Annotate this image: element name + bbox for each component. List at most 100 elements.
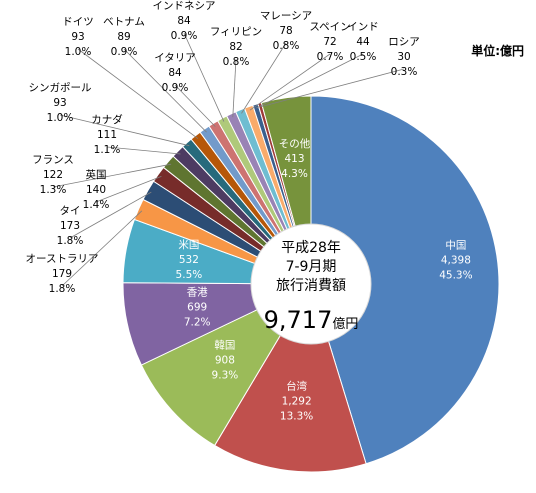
center-label: 平成28年 7-9月期 旅行消費額 9,717億円: [264, 240, 359, 334]
slice-label-ベトナム: ベトナム 89 0.9%: [103, 16, 145, 58]
slice-label-value: 173: [60, 220, 80, 232]
slice-label-name: 台湾: [286, 380, 307, 393]
slice-label-value: 78: [279, 25, 292, 37]
slice-label-pct: 1.4%: [83, 199, 110, 211]
center-total-value: 9,717: [264, 306, 333, 334]
slice-label-台湾: 台湾 1,292 13.3%: [280, 380, 313, 423]
slice-label-name: 香港: [187, 286, 208, 298]
slice-label-name: その他: [279, 137, 311, 150]
slice-label-name: インド: [347, 21, 379, 33]
slice-label-value: 122: [43, 169, 63, 181]
slice-label-pct: 0.8%: [273, 40, 300, 52]
center-total-unit: 億円: [332, 316, 358, 332]
center-line-2: 7-9月期: [286, 259, 337, 275]
leader-line-フィリピン: [232, 58, 237, 118]
leader-line-フランス: [52, 163, 172, 188]
leader-line-シンガポール: [59, 114, 190, 147]
slice-label-カナダ: カナダ 111 1.1%: [91, 113, 123, 156]
slice-label-pct: 9.3%: [212, 370, 239, 382]
slice-label-インドネシア: インドネシア 84 0.9%: [153, 0, 216, 42]
slice-label-value: 111: [97, 129, 117, 141]
slice-label-pct: 0.9%: [111, 46, 138, 58]
leader-line-マレーシア: [241, 42, 287, 114]
slice-label-香港: 香港 699 7.2%: [184, 286, 211, 328]
slice-label-name: 韓国: [214, 340, 235, 352]
slice-label-value: 93: [71, 31, 84, 43]
slice-label-name: ベトナム: [103, 16, 145, 28]
slice-label-pct: 0.3%: [391, 66, 418, 78]
slice-label-name: 英国: [86, 168, 107, 181]
center-line-3: 旅行消費額: [276, 278, 346, 294]
slice-中国: [310, 95, 500, 465]
slice-label-name: ドイツ: [62, 16, 94, 28]
slice-label-value: 30: [397, 51, 410, 63]
leader-line-スペイン: [249, 53, 331, 111]
leader-line-イタリア: [174, 84, 216, 127]
slice-label-ロシア: ロシア 30 0.3%: [388, 36, 420, 78]
slice-label-value: 699: [187, 301, 207, 313]
leader-line-オーストラリア: [61, 210, 143, 287]
slice-label-シンガポール: シンガポール 93 1.0%: [29, 82, 92, 124]
slice-label-pct: 1.0%: [47, 112, 74, 124]
slice-label-マレーシア: マレーシア 78 0.8%: [260, 10, 312, 52]
slice-label-name: フランス: [32, 154, 74, 166]
slice-label-pct: 1.8%: [57, 235, 84, 247]
slice-label-name: オーストラリア: [26, 253, 99, 265]
center-line-1: 平成28年: [281, 240, 341, 256]
slice-label-name: ロシア: [388, 36, 420, 48]
slice-label-pct: 0.9%: [162, 82, 189, 94]
leader-line-タイ: [69, 191, 152, 239]
slice-label-name: 米国: [178, 238, 199, 251]
unit-label: 単位:億円: [471, 44, 524, 58]
slice-label-pct: 4.3%: [281, 168, 308, 180]
slice-label-pct: 1.1%: [94, 144, 121, 156]
leader-line-ベトナム: [123, 48, 207, 133]
slice-label-フィリピン: フィリピン 82 0.8%: [210, 26, 262, 68]
slice-label-name: マレーシア: [260, 10, 312, 22]
slice-label-イタリア: イタリア 84 0.9%: [154, 52, 196, 94]
center-total: 9,717億円: [264, 306, 359, 334]
leader-line-英国: [95, 176, 162, 203]
slice-label-value: 1,292: [282, 396, 312, 408]
leader-lines: [52, 32, 405, 287]
donut-hole: [250, 223, 372, 345]
slice-label-value: 532: [179, 254, 199, 266]
slice-label-スペイン: スペイン 72 0.7%: [309, 21, 350, 63]
slice-label-韓国: 韓国 908 9.3%: [212, 340, 239, 382]
slice-label-value: 179: [52, 268, 72, 280]
slice-label-ドイツ: ドイツ 93 1.0%: [62, 16, 94, 58]
leader-line-インド: [256, 53, 364, 109]
slice-label-pct: 7.2%: [184, 316, 211, 328]
leader-line-ロシア: [260, 68, 405, 108]
slice-label-value: 413: [284, 153, 304, 165]
slice-label-英国: 英国 140 1.4%: [83, 168, 110, 211]
slice-label-中国: 中国 4,398 45.3%: [439, 238, 472, 281]
slice-label-name: シンガポール: [29, 82, 92, 94]
slice-label-pct: 45.3%: [439, 269, 472, 281]
slice-label-タイ: タイ 173 1.8%: [57, 205, 84, 247]
slice-label-value: 89: [117, 31, 130, 43]
slice-label-name: スペイン: [309, 21, 350, 33]
slice-label-pct: 0.7%: [317, 51, 344, 63]
slice-label-フランス: フランス 122 1.3%: [32, 154, 74, 196]
slice-label-pct: 1.3%: [40, 184, 67, 196]
slice-label-value: 72: [323, 36, 336, 48]
slice-label-pct: 0.8%: [223, 56, 250, 68]
slice-label-pct: 1.0%: [65, 46, 92, 58]
slice-label-オーストラリア: オーストラリア 179 1.8%: [26, 253, 99, 295]
slice-label-name: タイ: [60, 205, 81, 217]
leader-line-ドイツ: [77, 48, 199, 139]
slice-label-その他: その他 413 4.3%: [279, 137, 311, 180]
slice-label-pct: 13.3%: [280, 411, 313, 423]
slice-label-value: 93: [53, 97, 66, 109]
slice-labels: 中国 4,398 45.3% 台湾 1,292 13.3% 韓国 908 9.3% 香港 699 7.…: [26, 0, 473, 423]
slice-label-name: カナダ: [91, 113, 123, 126]
slice-label-name: フィリピン: [210, 26, 262, 38]
slice-label-value: 82: [229, 41, 242, 53]
slice-label-pct: 1.8%: [49, 283, 76, 295]
slice-label-name: イタリア: [154, 52, 196, 64]
slice-label-value: 44: [356, 36, 370, 48]
slice-label-name: インドネシア: [153, 0, 216, 12]
slice-label-value: 4,398: [441, 254, 471, 266]
